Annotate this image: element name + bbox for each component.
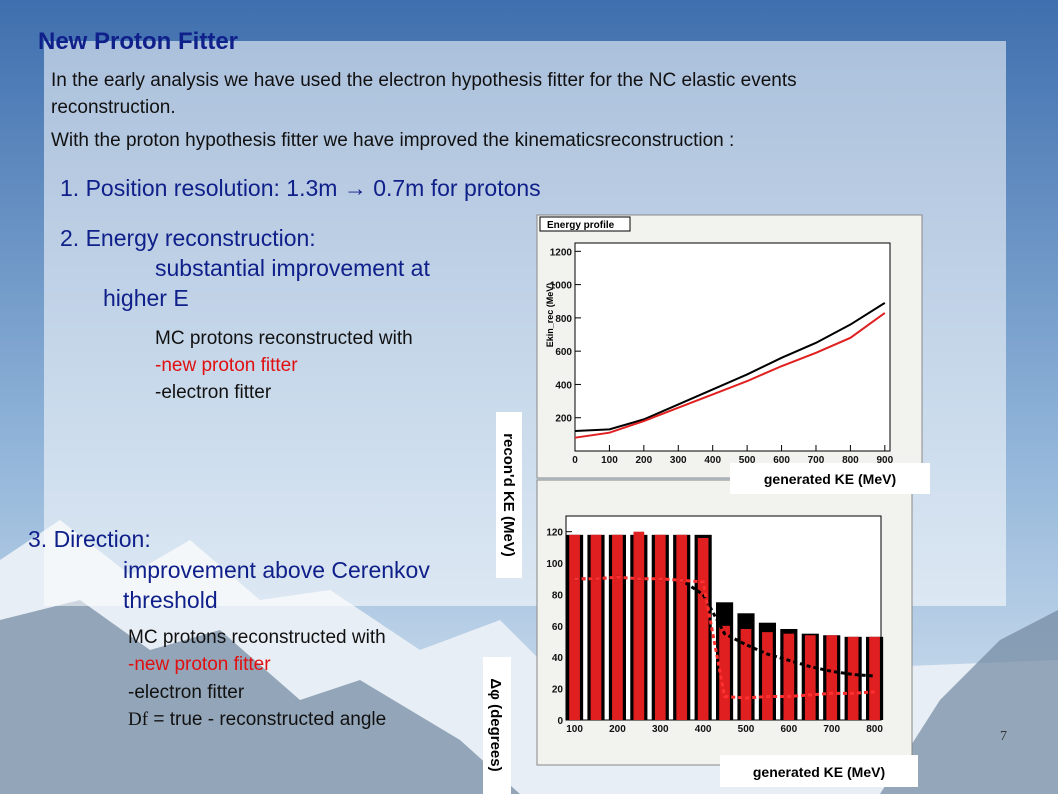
side-label: Δφ (degrees): [487, 678, 504, 771]
slide-title: New Proton Fitter: [38, 28, 238, 55]
bar: [847, 636, 859, 720]
x-tick-label: 600: [773, 455, 790, 466]
bar: [783, 633, 795, 720]
note: -electron fitter: [128, 682, 245, 703]
intro-line: reconstruction.: [51, 97, 176, 118]
x-tick-label: 0: [572, 455, 578, 466]
bar: [762, 632, 773, 720]
label-box: [720, 755, 918, 787]
x-tick-label: 800: [866, 724, 883, 735]
bar: [869, 636, 880, 720]
item-2-heading: 2. Energy reconstruction:: [60, 225, 316, 251]
x-tick-label: 500: [738, 724, 755, 735]
item-3-line: improvement above Cerenkov: [123, 557, 430, 583]
y-tick-label: 80: [552, 590, 564, 601]
definition-text: = true - reconstructed angle: [148, 709, 386, 730]
y-tick-label: 60: [552, 622, 564, 633]
bar: [826, 635, 838, 720]
symbol: Df: [128, 709, 149, 730]
bar: [697, 537, 709, 720]
y-tick-label: 400: [555, 380, 572, 391]
bar: [676, 534, 688, 720]
y-tick-label: 200: [555, 414, 572, 425]
x-tick-label: 500: [739, 455, 756, 466]
definition: Df = true - reconstructed angle: [128, 709, 386, 730]
x-tick-label: 700: [823, 724, 840, 735]
bar: [654, 534, 666, 720]
plot-y-label: Ekin_rec (MeV): [545, 283, 555, 348]
x-tick-label: 900: [876, 455, 893, 466]
mean-line: [574, 575, 875, 700]
note: -new proton fitter: [128, 654, 271, 675]
series-line: [574, 312, 886, 439]
mountain-right: [880, 610, 1058, 794]
note: -electron fitter: [155, 382, 272, 403]
note: MC protons reconstructed with: [128, 627, 386, 648]
y-tick-label: 100: [546, 559, 563, 570]
x-tick-label: 300: [670, 455, 687, 466]
y-tick-label: 600: [555, 347, 572, 358]
intro-line: In the early analysis we have used the e…: [51, 70, 797, 91]
x-tick-label: 300: [652, 724, 669, 735]
item-2-line: higher E: [103, 285, 189, 311]
note: -new proton fitter: [155, 355, 298, 376]
note: MC protons reconstructed with: [155, 328, 413, 349]
bar: [633, 531, 645, 720]
label-box: [730, 463, 930, 494]
y-tick-label: 1000: [550, 281, 573, 292]
bar: [804, 635, 816, 720]
x-tick-label: 100: [566, 724, 583, 735]
y-tick-label: 0: [557, 716, 563, 727]
y-tick-label: 1200: [550, 247, 573, 258]
side-label: recon'd KE (MeV): [500, 433, 517, 557]
plot-area: [574, 242, 891, 452]
x-tick-label: 200: [636, 455, 653, 466]
item-2-line: substantial improvement at: [155, 255, 430, 281]
plot-title-box: [539, 216, 631, 232]
item-1: 1. Position resolution: 1.3m → 0.7m for …: [60, 175, 541, 201]
x-tick-label: 200: [609, 724, 626, 735]
bar: [740, 628, 752, 720]
label-box: [496, 412, 522, 578]
bar: [612, 534, 623, 720]
bar: [569, 534, 580, 720]
intro-line: With the proton hypothesis fitter we hav…: [51, 130, 734, 151]
label-box: [483, 657, 511, 794]
x-tick-label: 600: [781, 724, 798, 735]
y-tick-label: 120: [546, 528, 563, 539]
bar: [719, 625, 730, 720]
item-3-line: threshold: [123, 587, 218, 613]
bar: [590, 534, 602, 720]
series-line: [574, 302, 886, 433]
page-number: 7: [1000, 729, 1007, 744]
x-tick-label: 100: [601, 455, 618, 466]
x-tick-label: 400: [704, 455, 721, 466]
y-tick-label: 40: [552, 653, 564, 664]
y-tick-label: 20: [552, 685, 564, 696]
item-3-heading: 3. Direction:: [28, 526, 151, 552]
x-axis-label: generated KE (MeV): [764, 471, 896, 487]
x-axis-label: generated KE (MeV): [753, 764, 885, 780]
x-tick-label: 400: [695, 724, 712, 735]
y-tick-label: 800: [555, 314, 572, 325]
x-tick-label: 700: [808, 455, 825, 466]
plot-title: Energy profile: [547, 220, 615, 231]
mountain-shadow: [0, 600, 520, 794]
x-tick-label: 800: [842, 455, 859, 466]
